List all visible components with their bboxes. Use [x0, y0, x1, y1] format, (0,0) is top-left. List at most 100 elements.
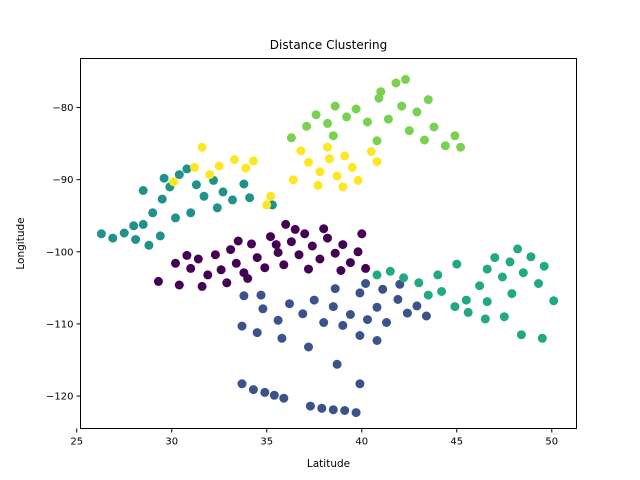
- data-point: [197, 281, 207, 291]
- data-point: [372, 302, 382, 312]
- data-point: [463, 307, 473, 317]
- data-point: [252, 328, 262, 338]
- data-point: [330, 284, 340, 294]
- data-point: [262, 200, 272, 210]
- data-point: [239, 291, 249, 301]
- data-point: [402, 308, 412, 318]
- data-point: [482, 297, 492, 307]
- series-5: [169, 142, 382, 210]
- data-point: [229, 155, 239, 164]
- data-point: [311, 110, 321, 120]
- data-point: [372, 336, 382, 345]
- data-point: [518, 268, 528, 278]
- data-point: [363, 315, 372, 325]
- data-point: [378, 284, 388, 294]
- data-point: [277, 333, 287, 343]
- data-point: [260, 387, 270, 397]
- data-point: [266, 191, 275, 201]
- data-point: [340, 406, 350, 415]
- x-tick-label: 50: [545, 437, 558, 448]
- data-point: [153, 276, 163, 286]
- data-point: [461, 295, 471, 305]
- data-point: [197, 142, 207, 152]
- points-layer: [96, 74, 559, 418]
- data-point: [300, 229, 310, 239]
- data-point: [397, 101, 407, 111]
- data-point: [412, 107, 422, 117]
- data-point: [129, 221, 139, 231]
- data-point: [298, 309, 308, 319]
- data-point: [395, 279, 405, 289]
- data-point: [148, 208, 158, 218]
- data-point: [338, 240, 348, 250]
- chart-title: Distance Clustering: [270, 38, 387, 52]
- data-point: [401, 74, 410, 84]
- series-1: [237, 279, 431, 418]
- data-point: [239, 179, 249, 189]
- x-tick-label: 25: [70, 437, 83, 448]
- data-point: [256, 290, 266, 300]
- data-point: [273, 248, 283, 257]
- data-point: [237, 379, 247, 389]
- data-point: [440, 141, 450, 151]
- plot-frame: [80, 58, 577, 429]
- data-point: [404, 126, 414, 136]
- data-point: [144, 240, 154, 250]
- data-point: [357, 229, 367, 239]
- data-point: [391, 78, 401, 88]
- data-point: [305, 401, 315, 411]
- data-point: [345, 258, 355, 268]
- data-point: [355, 379, 365, 389]
- data-point: [323, 233, 332, 243]
- data-point: [420, 135, 429, 145]
- data-point: [421, 311, 431, 321]
- data-point: [376, 87, 386, 97]
- data-point: [382, 318, 391, 327]
- data-point: [279, 393, 289, 403]
- data-point: [169, 177, 179, 187]
- data-point: [159, 173, 169, 183]
- data-point: [437, 287, 447, 296]
- data-point: [330, 248, 340, 258]
- data-point: [319, 318, 329, 327]
- data-point: [433, 270, 443, 280]
- data-point: [363, 117, 372, 127]
- data-point: [245, 193, 255, 203]
- x-tick-label: 30: [165, 437, 178, 448]
- data-point: [393, 294, 403, 304]
- data-point: [304, 342, 313, 352]
- data-point: [294, 250, 304, 260]
- data-point: [182, 164, 192, 174]
- data-point: [342, 112, 352, 122]
- data-point: [191, 180, 201, 190]
- data-point: [266, 232, 275, 242]
- data-point: [323, 118, 332, 128]
- data-point: [302, 121, 312, 131]
- data-point: [307, 241, 317, 251]
- data-point: [317, 403, 327, 413]
- data-point: [539, 261, 549, 271]
- data-point: [456, 142, 466, 152]
- data-point: [193, 254, 203, 264]
- data-point: [353, 175, 363, 185]
- data-point: [549, 296, 559, 306]
- data-point: [414, 278, 424, 288]
- data-point: [157, 194, 167, 204]
- data-point: [332, 359, 342, 369]
- data-point: [332, 171, 342, 181]
- data-point: [399, 273, 409, 283]
- data-point: [315, 167, 325, 177]
- data-point: [372, 157, 382, 167]
- data-point: [507, 289, 517, 299]
- data-point: [340, 151, 350, 161]
- data-point: [534, 279, 543, 288]
- data-point: [248, 385, 258, 395]
- data-point: [199, 191, 209, 201]
- y-axis: −120 −110 −100 −90 −80: [46, 103, 81, 403]
- data-point: [96, 229, 106, 239]
- x-tick-label: 35: [260, 437, 273, 448]
- data-point: [319, 224, 329, 234]
- data-point: [338, 182, 348, 192]
- data-point: [423, 95, 433, 105]
